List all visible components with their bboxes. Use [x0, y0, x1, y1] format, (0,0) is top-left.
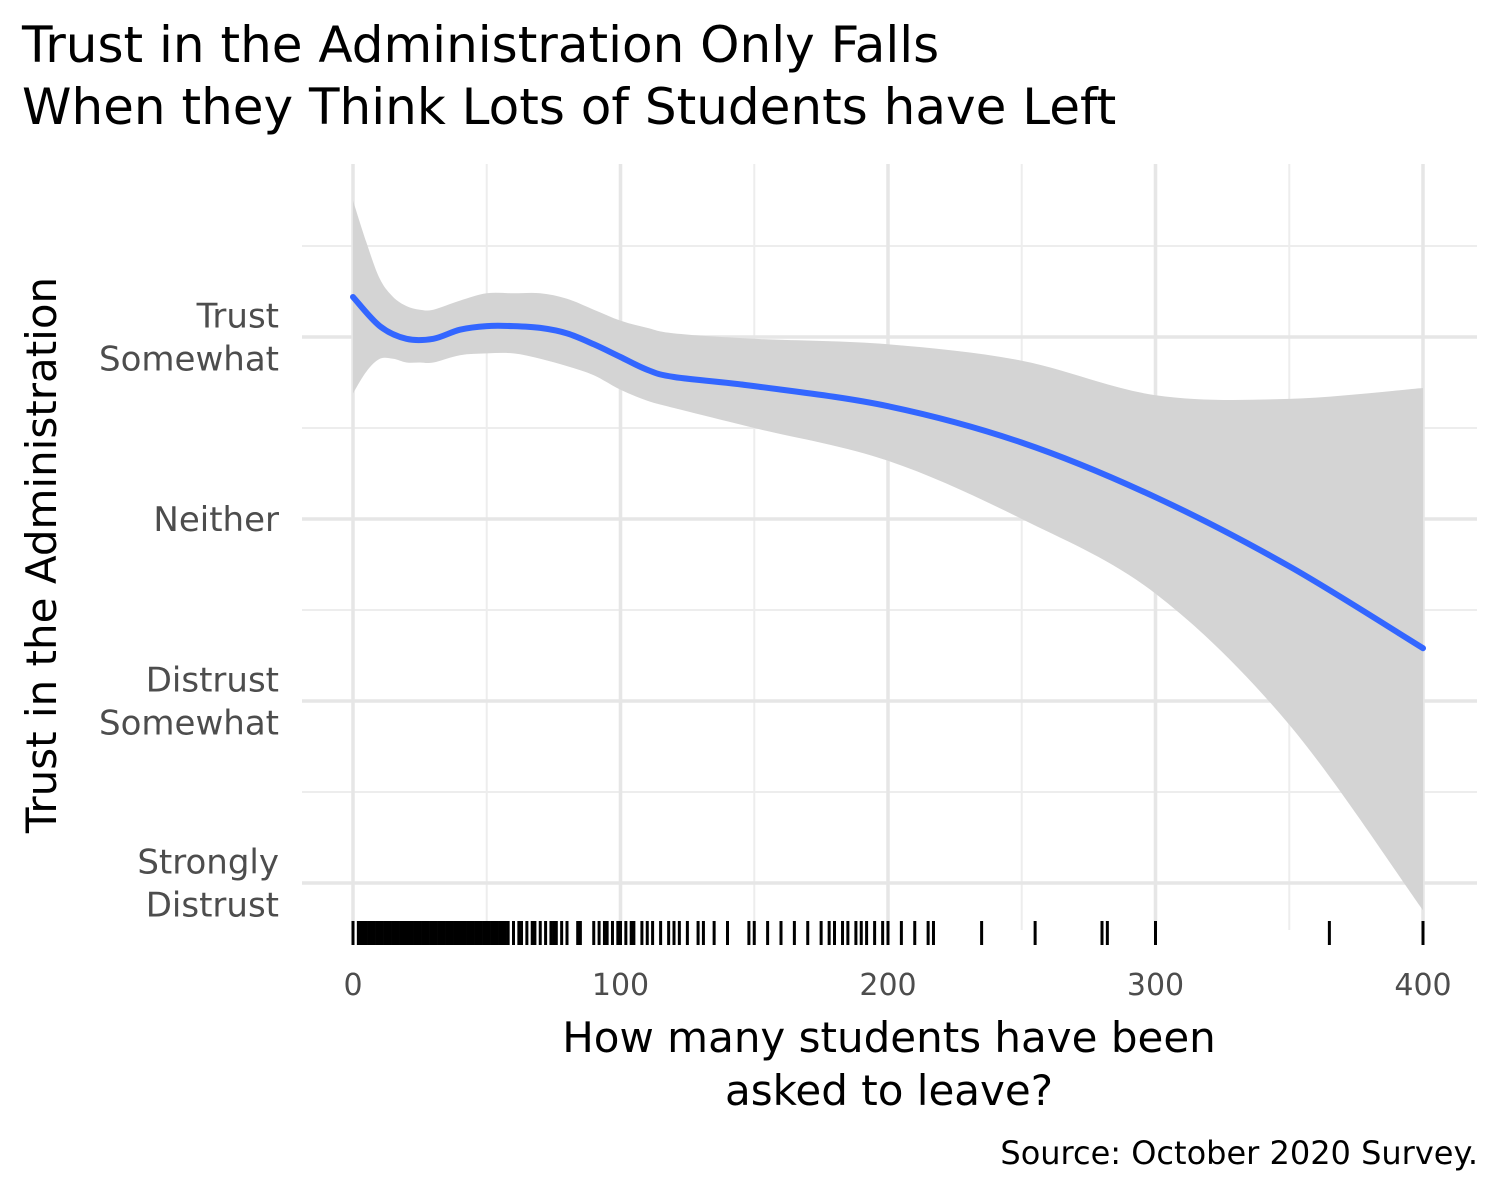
x-tick-label: 400: [1394, 968, 1451, 1003]
y-tick-label: Trust: [196, 297, 279, 337]
x-tick-label: 300: [1127, 968, 1184, 1003]
x-axis-title-line-2: asked to leave?: [725, 1066, 1053, 1115]
chart-title-line-2: When they Think Lots of Students have Le…: [22, 78, 1117, 136]
smooth-fit-line: [350, 294, 1426, 652]
x-tick-label: 100: [592, 968, 649, 1003]
x-tick-labels: 0 100 200 300 400: [343, 968, 1451, 1003]
x-tick-label: 0: [343, 968, 362, 1003]
chart-title-line-1: Trust in the Administration Only Falls: [22, 16, 940, 74]
y-tick-labels: StronglyDistrustDistrustSomewhatNeitherT…: [99, 297, 279, 926]
y-tick-label: Distrust: [146, 661, 279, 701]
y-tick-label: Distrust: [146, 886, 279, 926]
y-tick-label: Somewhat: [99, 704, 279, 744]
rug-ticks: [351, 921, 1425, 945]
x-tick-label: 200: [859, 968, 916, 1003]
x-axis-title-line-1: How many students have been: [562, 1013, 1216, 1062]
y-tick-label: Strongly: [137, 843, 279, 883]
y-tick-label: Neither: [153, 500, 279, 540]
y-tick-label: Somewhat: [99, 340, 279, 380]
source-caption: Source: October 2020 Survey.: [1000, 1134, 1478, 1172]
confidence-band: [353, 200, 1423, 911]
y-axis-title: Trust in the Administration: [17, 277, 66, 834]
